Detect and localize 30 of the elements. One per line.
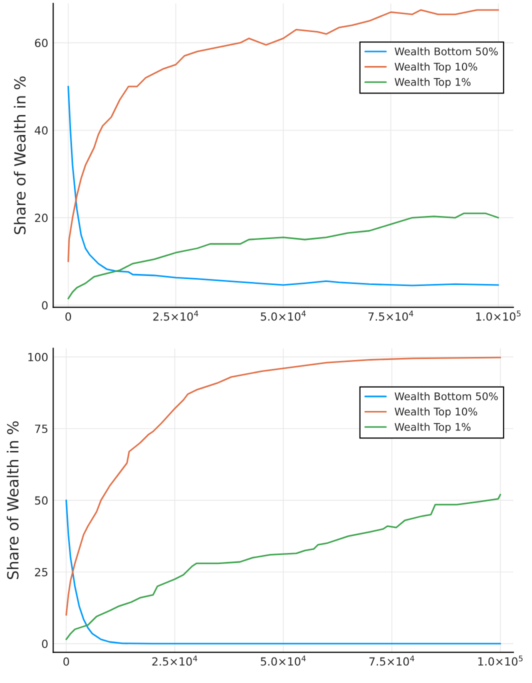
y-axis-title: Share of Wealth in % bbox=[6, 421, 19, 580]
y-tick-label: 25 bbox=[35, 568, 48, 576]
x-tick-label: 2.5×10$^{4}$ bbox=[152, 656, 198, 666]
y-axis-title: Share of Wealth in % bbox=[14, 76, 26, 234]
legend-label: Wealth Top 10% bbox=[394, 62, 478, 73]
y-tick-label: 20 bbox=[35, 214, 48, 222]
y-tick-label: 0 bbox=[42, 301, 48, 310]
y-tick-label: 75 bbox=[35, 424, 48, 433]
y-tick-label: 40 bbox=[34, 126, 48, 135]
y-tick-label: 60 bbox=[34, 38, 48, 48]
x-tick-label: 5.0×10$^{4}$ bbox=[260, 656, 306, 666]
y-tick-label: 100 bbox=[28, 352, 48, 362]
x-tick-label: 7.5×10$^{4}$ bbox=[368, 310, 414, 321]
x-tick-label: 2.5×10$^{4}$ bbox=[153, 310, 198, 321]
x-tick-label: 1.0×10$^{5}$ bbox=[476, 310, 521, 321]
y-tick-label: 50 bbox=[35, 496, 48, 505]
legend-label: Wealth Top 1% bbox=[394, 78, 471, 88]
x-tick-label: 0 bbox=[65, 312, 72, 321]
x-tick-label: 7.5×10$^{4}$ bbox=[369, 656, 414, 666]
x-tick-label: 5.0×10$^{4}$ bbox=[260, 310, 306, 321]
line-series bbox=[65, 356, 502, 616]
x-tick-label: 0 bbox=[63, 657, 70, 666]
legend-label: Wealth Bottom 50% bbox=[394, 392, 498, 400]
x-tick-label: 1.0×10$^{5}$ bbox=[478, 656, 523, 666]
line-series bbox=[67, 9, 500, 262]
y-tick-label: 0 bbox=[42, 640, 48, 648]
legend-label: Wealth Bottom 50% bbox=[394, 47, 498, 56]
line-series bbox=[67, 212, 500, 300]
legend-label: Wealth Top 1% bbox=[394, 422, 471, 433]
legend-label: Wealth Top 10% bbox=[394, 407, 478, 418]
